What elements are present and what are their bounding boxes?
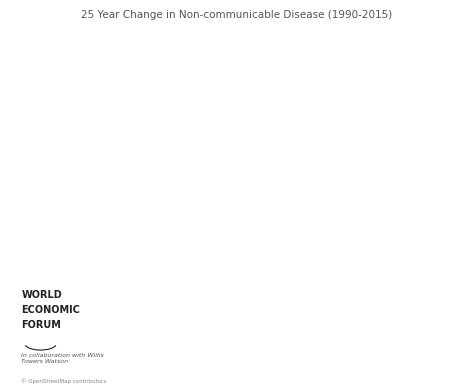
Text: In collaboration with Willis
Towers Watson: In collaboration with Willis Towers Wats… bbox=[21, 353, 104, 364]
Text: 25 Year Change in Non-communicable Disease (1990-2015): 25 Year Change in Non-communicable Disea… bbox=[82, 10, 392, 20]
Text: FORUM: FORUM bbox=[21, 320, 61, 330]
Text: ECONOMIC: ECONOMIC bbox=[21, 305, 80, 315]
Text: © OpenStreetMap contributors: © OpenStreetMap contributors bbox=[21, 379, 107, 384]
Text: WORLD: WORLD bbox=[21, 290, 62, 300]
